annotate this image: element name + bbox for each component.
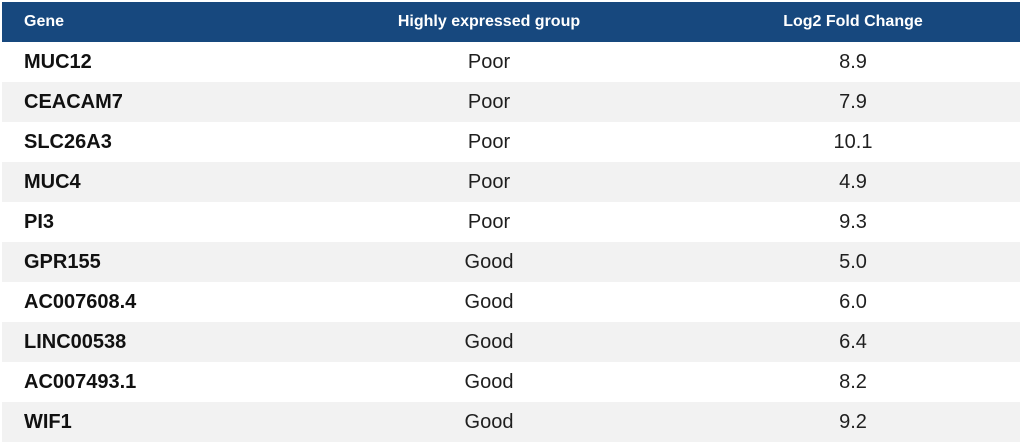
cell-fold-change: 10.1 [833,130,873,153]
cell-fold-change: 4.9 [839,170,867,193]
table-row: LINC00538 Good 6.4 [2,322,1020,362]
table-row: PI3 Poor 9.3 [2,202,1020,242]
cell-fold-change: 6.0 [839,290,867,313]
cell-fold-change: 9.2 [839,410,867,433]
cell-group: Poor [467,130,511,153]
table-row: AC007493.1 Good 8.2 [2,362,1020,402]
cell-gene: MUC4 [24,170,81,193]
cell-group: Poor [467,90,511,113]
table-row: WIF1 Good 9.2 [2,402,1020,442]
cell-fold-change: 8.9 [839,50,867,73]
column-header-fold-change: Log2 Fold Change [783,13,923,30]
cell-gene: WIF1 [24,410,72,433]
cell-gene: MUC12 [24,50,92,73]
cell-fold-change: 7.9 [839,90,867,113]
cell-group: Poor [467,170,511,193]
cell-fold-change: 6.4 [839,330,867,353]
cell-gene: GPR155 [24,250,101,273]
table-row: MUC12 Poor 8.9 [2,42,1020,82]
table-row: GPR155 Good 5.0 [2,242,1020,282]
column-header-group: Highly expressed group [397,13,581,30]
column-header-gene: Gene [24,13,65,30]
cell-group: Poor [467,50,511,73]
cell-gene: LINC00538 [24,330,127,353]
cell-group: Good [464,290,514,313]
header-row: Gene Highly expressed group Log2 Fold Ch… [2,2,1020,42]
cell-group: Good [464,330,514,353]
cell-group: Good [464,370,514,393]
table-header: Gene Highly expressed group Log2 Fold Ch… [2,2,1020,42]
cell-fold-change: 8.2 [839,370,867,393]
table-body: MUC12 Poor 8.9 CEACAM7 Poor 7.9 SLC26A3 … [2,42,1020,442]
table-row: SLC26A3 Poor 10.1 [2,122,1020,162]
cell-gene: PI3 [24,210,55,233]
cell-gene: AC007493.1 [24,370,137,393]
cell-fold-change: 9.3 [839,210,867,233]
cell-group: Poor [467,210,511,233]
cell-group: Good [464,410,514,433]
table-row: MUC4 Poor 4.9 [2,162,1020,202]
cell-fold-change: 5.0 [839,250,867,273]
table-row: AC007608.4 Good 6.0 [2,282,1020,322]
cell-gene: CEACAM7 [24,90,123,113]
cell-gene: SLC26A3 [24,130,112,153]
cell-group: Good [464,250,514,273]
table-row: CEACAM7 Poor 7.9 [2,82,1020,122]
cell-gene: AC007608.4 [24,290,137,313]
